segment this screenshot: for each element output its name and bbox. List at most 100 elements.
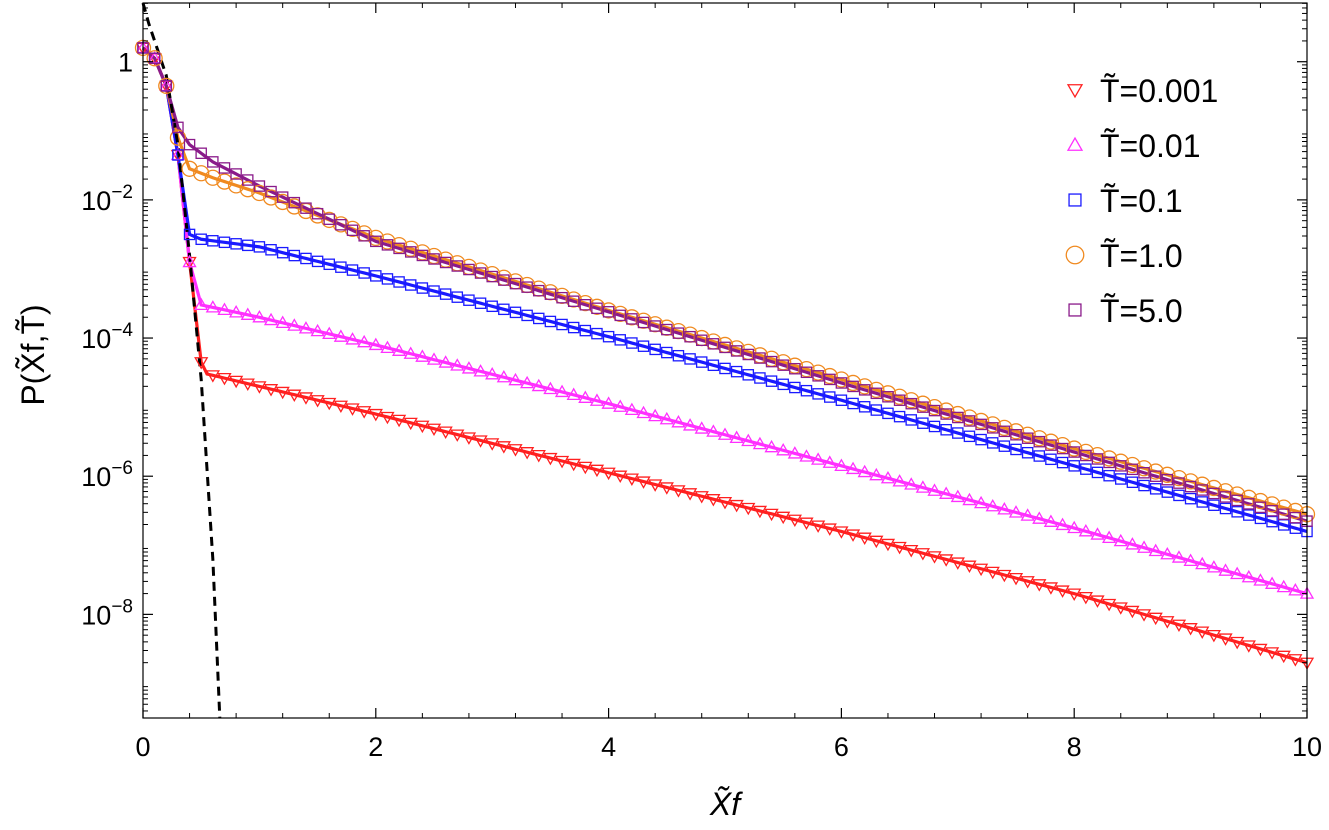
- data-point-4-62: [858, 384, 871, 396]
- data-point-2-28: [463, 294, 475, 306]
- data-point-2-16: [323, 258, 335, 271]
- data-point-2-41: [614, 334, 626, 346]
- data-point-1-5: [194, 297, 209, 311]
- data-point-1-12: [275, 315, 290, 329]
- data-point-4-36: [556, 291, 568, 304]
- data-point-4-68: [928, 404, 941, 417]
- data-point-4-96: [1254, 501, 1267, 514]
- data-point-4-84: [1115, 460, 1127, 472]
- data-point-4-39: [591, 302, 603, 315]
- data-markers: [134, 39, 1316, 671]
- data-point-3-98: [1275, 499, 1292, 516]
- data-point-1-55: [776, 442, 791, 456]
- data-point-1-49: [706, 424, 721, 437]
- data-point-3-67: [914, 395, 932, 412]
- data-point-4-50: [719, 341, 731, 354]
- data-point-2-95: [1243, 509, 1255, 521]
- data-point-3-70: [949, 405, 966, 423]
- data-point-4-95: [1243, 498, 1255, 510]
- data-point-2-56: [789, 381, 801, 394]
- data-point-4-8: [230, 168, 242, 180]
- data-point-3-9: [239, 181, 256, 198]
- data-point-2-57: [800, 384, 813, 397]
- data-point-2-80: [1068, 460, 1080, 472]
- data-point-1-61: [845, 461, 861, 475]
- data-point-0-5: [194, 357, 209, 370]
- data-point-0-32: [508, 444, 523, 457]
- data-point-2-88: [1161, 486, 1174, 498]
- data-point-1-79: [1055, 517, 1070, 531]
- data-point-4-46: [672, 327, 685, 339]
- data-point-3-59: [821, 367, 838, 385]
- data-point-4-93: [1219, 491, 1232, 503]
- data-point-4-10: [253, 180, 266, 192]
- data-point-2-97: [1266, 515, 1278, 528]
- data-point-1-60: [834, 458, 849, 472]
- data-point-1-58: [810, 452, 826, 465]
- data-point-1-51: [729, 430, 744, 444]
- data-point-1-97: [1264, 576, 1280, 589]
- data-point-0-24: [415, 420, 430, 434]
- dashed-reference-curve: [141, 2, 222, 719]
- data-point-4-55: [777, 359, 789, 371]
- data-point-3-22: [390, 236, 408, 254]
- data-point-0-95: [1241, 640, 1256, 653]
- data-point-1-16: [322, 326, 337, 340]
- data-point-2-65: [893, 410, 906, 423]
- data-point-4-89: [1173, 477, 1185, 489]
- data-point-0-84: [1113, 602, 1128, 615]
- data-point-4-86: [1138, 467, 1150, 479]
- data-point-4-42: [626, 313, 638, 325]
- data-point-2-33: [521, 309, 533, 322]
- data-point-4-13: [288, 196, 301, 209]
- data-point-1-4: [182, 254, 197, 268]
- data-point-4-53: [754, 352, 766, 364]
- data-point-3-20: [367, 229, 384, 247]
- data-point-3-63: [868, 381, 885, 399]
- data-point-1-68: [927, 483, 942, 496]
- data-point-3-62: [856, 378, 873, 395]
- data-point-3-94: [1229, 486, 1246, 503]
- data-point-0-55: [776, 511, 791, 525]
- data-point-0-58: [810, 520, 826, 533]
- data-point-0-26: [438, 426, 453, 439]
- data-point-0-69: [939, 554, 954, 567]
- data-point-3-69: [938, 402, 955, 419]
- data-point-3-79: [1054, 436, 1071, 454]
- data-point-1-89: [1171, 550, 1187, 563]
- data-point-0-56: [787, 514, 802, 528]
- data-point-0-61: [845, 529, 861, 542]
- data-point-2-26: [439, 288, 452, 300]
- y-tick-label-3: 10−6: [81, 458, 133, 492]
- data-point-1-15: [310, 323, 325, 337]
- data-point-1-42: [624, 402, 640, 416]
- data-point-3-89: [1170, 469, 1188, 487]
- data-point-2-47: [684, 353, 696, 365]
- y-tick-label-0: 1: [118, 48, 133, 78]
- data-point-2-46: [672, 349, 685, 362]
- data-point-1-26: [438, 355, 453, 368]
- data-point-2-72: [975, 433, 987, 446]
- data-point-2-21: [381, 273, 394, 285]
- data-point-1-32: [508, 372, 523, 386]
- data-point-4-1: [148, 52, 161, 65]
- data-point-4-15: [311, 207, 324, 220]
- data-point-4-75: [1010, 429, 1022, 441]
- data-point-1-63: [869, 467, 884, 481]
- data-point-0-37: [566, 458, 581, 472]
- data-point-0-89: [1171, 619, 1187, 633]
- data-point-3-7: [216, 173, 233, 190]
- data-point-3-61: [844, 374, 862, 392]
- data-point-1-62: [857, 464, 872, 478]
- data-point-4-85: [1126, 463, 1139, 476]
- data-point-2-60: [835, 394, 848, 406]
- data-point-2-14: [300, 252, 312, 265]
- data-point-0-28: [461, 432, 477, 445]
- data-point-2-24: [416, 282, 429, 294]
- data-point-0-73: [985, 566, 1000, 580]
- data-point-1-41: [613, 399, 628, 412]
- data-point-4-99: [1289, 511, 1302, 524]
- data-point-0-43: [636, 476, 651, 489]
- data-point-4-19: [358, 230, 370, 242]
- data-point-3-12: [274, 193, 291, 211]
